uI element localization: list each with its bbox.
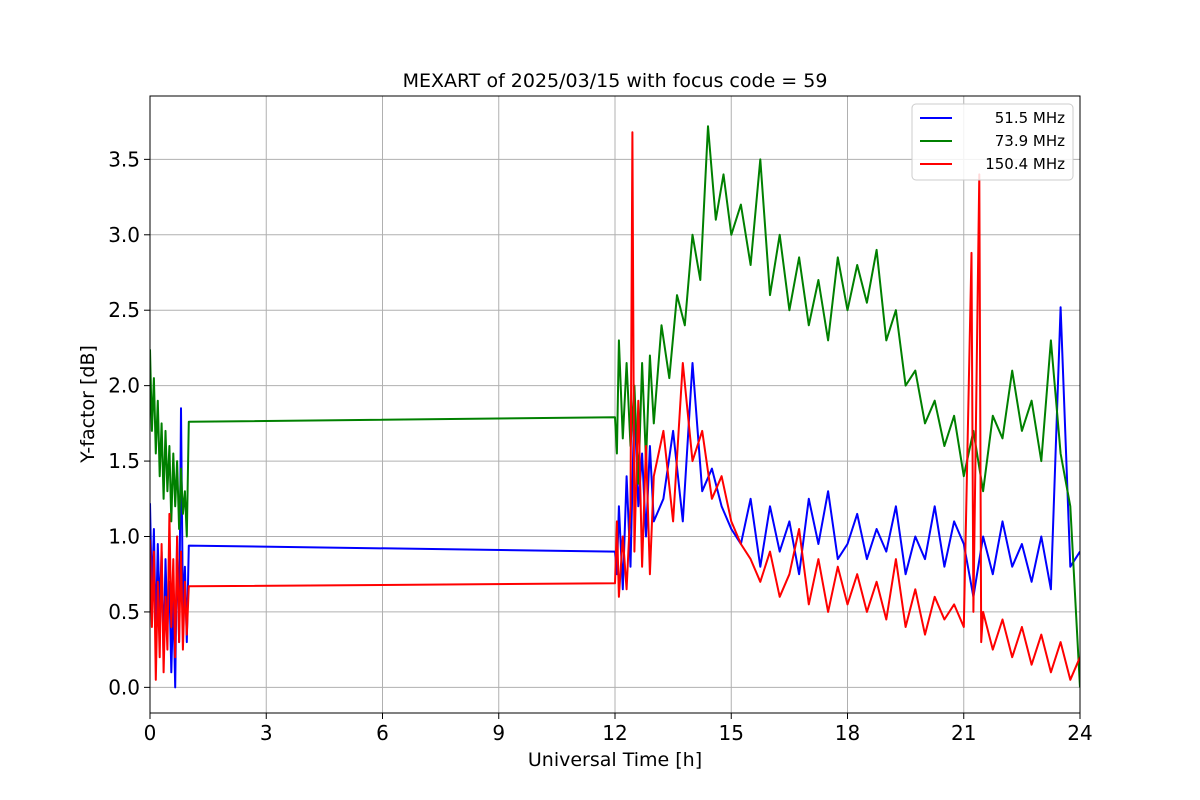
x-tick-label: 3 [260,721,273,745]
y-tick-label: 0.0 [108,675,140,699]
y-tick-label: 3.5 [108,147,140,171]
x-tick-label: 24 [1067,721,1092,745]
legend: 51.5 MHz 73.9 MHz 150.4 MHz [911,103,1074,181]
x-tick-label: 18 [835,721,860,745]
legend-label-1: 51.5 MHz [995,109,1065,127]
x-tick-label: 6 [376,721,389,745]
y-tick-label: 2.0 [108,374,140,398]
series-line-2 [150,125,1080,688]
legend-label-2: 73.9 MHz [995,132,1065,150]
x-tick-label: 21 [951,721,976,745]
x-tick-label: 12 [602,721,627,745]
y-tick-label: 2.5 [108,298,140,322]
y-tick-label: 1.0 [108,524,140,548]
x-tick-label: 0 [144,721,157,745]
y-axis-label: Y-factor [dB] [77,345,99,464]
series-layer [150,125,1080,689]
y-tick-label: 3.0 [108,223,140,247]
axes-layer: 0 3 6 9 12 15 18 21 24 0.0 0.5 1.0 1.5 2.0 2.5 3.0 3.5 [108,95,1093,745]
series-line-3 [150,131,1080,681]
x-tick-label: 9 [492,721,505,745]
chart-title: MEXART of 2025/03/15 with focus code = 5… [403,70,828,92]
legend-box [911,103,1074,181]
legend-label-3: 150.4 MHz [985,155,1065,173]
x-axis-label: Universal Time [h] [528,749,702,771]
x-tick-label: 15 [719,721,744,745]
y-tick-label: 1.5 [108,449,140,473]
y-tick-label: 0.5 [108,600,140,624]
